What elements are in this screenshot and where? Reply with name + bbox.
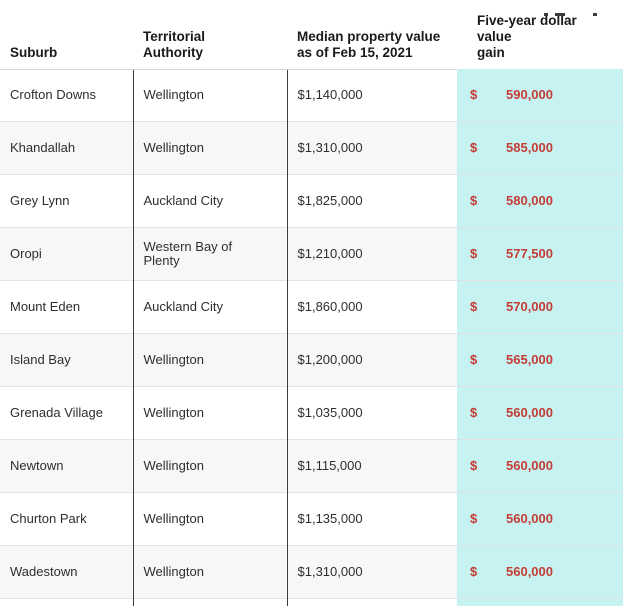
suburb-cell: Khandallah: [0, 121, 133, 175]
territorial-authority-cell: Wellington: [132, 69, 287, 122]
gain-cell: $ 580,000: [457, 174, 623, 228]
currency-symbol: $: [470, 564, 478, 579]
gain-value: $ 565,000: [470, 353, 623, 367]
table-row: Grey Lynn Auckland City $1,825,000 $ 580…: [0, 174, 623, 228]
median-value-cell: $1,115,000: [286, 439, 457, 493]
median-value-cell: $1,210,000: [286, 227, 457, 281]
currency-symbol: $: [470, 405, 478, 420]
gain-amount: 577,500: [506, 246, 553, 261]
table-row: Island Bay Wellington $1,200,000 $ 565,0…: [0, 333, 623, 387]
territorial-authority-cell: Wellington: [132, 121, 287, 175]
territorial-authority-cell: Wellington: [132, 333, 287, 387]
gain-value: $ 577,500: [470, 247, 623, 261]
median-value-cell: $1,135,000: [286, 492, 457, 546]
gain-cell: $ 560,000: [457, 598, 623, 606]
table-row: Oropi Western Bay of Plenty $1,210,000 $…: [0, 227, 623, 281]
currency-symbol: $: [470, 140, 478, 155]
currency-symbol: $: [470, 193, 478, 208]
currency-symbol: $: [470, 458, 478, 473]
gain-value: $ 560,000: [470, 512, 623, 526]
median-value-cell: $1,200,000: [286, 333, 457, 387]
currency-symbol: $: [470, 246, 478, 261]
territorial-authority-cell: Western Bay of Plenty: [132, 227, 287, 281]
median-value-cell: $1,035,000: [286, 386, 457, 440]
suburb-cell: Island Bay: [0, 333, 133, 387]
gain-cell: $ 570,000: [457, 280, 623, 334]
suburb-cell: Grey Lynn: [0, 174, 133, 228]
column-header-median-value: Median property value as of Feb 15, 2021: [287, 0, 457, 70]
gain-value: $ 560,000: [470, 406, 623, 420]
gain-amount: 565,000: [506, 352, 553, 367]
column-header-gain: Five-year dollar value gain: [477, 13, 577, 60]
median-value-cell: $1,310,000: [286, 121, 457, 175]
territorial-authority-cell: Auckland City: [132, 174, 287, 228]
suburb-cell: Churton Park: [0, 492, 133, 546]
gain-amount: 590,000: [506, 87, 553, 102]
gain-value: $ 585,000: [470, 141, 623, 155]
table-row: Churton Park Wellington $1,135,000 $ 560…: [0, 492, 623, 546]
table-header: Suburb Territorial Authority Median prop…: [0, 0, 623, 70]
gain-cell: $ 590,000: [457, 69, 623, 122]
suburb-cell: Newtown: [0, 439, 133, 493]
suburb-cell: Mount Eden: [0, 280, 133, 334]
gain-value: $ 570,000: [470, 300, 623, 314]
gain-amount: 585,000: [506, 140, 553, 155]
gain-cell: $ 560,000: [457, 545, 623, 599]
column-header-territorial-authority: Territorial Authority: [133, 0, 287, 70]
gain-amount: 580,000: [506, 193, 553, 208]
suburb-cell: Crofton Downs: [10, 87, 96, 103]
gain-amount: 560,000: [506, 458, 553, 473]
territorial-authority-cell: Wellington: [132, 545, 287, 599]
table-row: Crofton Downs Wellington $1,140,000 $ 59…: [0, 69, 623, 122]
median-value-cell: $1,860,000: [286, 280, 457, 334]
suburb-cell: Wadestown: [0, 545, 133, 599]
suburb-cell: Grenada Village: [0, 386, 133, 440]
territorial-authority-cell: Auckland City: [132, 280, 287, 334]
currency-symbol: $: [470, 299, 478, 314]
currency-symbol: $: [470, 511, 478, 526]
suburb-cell: Remuera: [0, 598, 133, 606]
gain-cell: $ 560,000: [457, 492, 623, 546]
gain-value: $ 560,000: [470, 459, 623, 473]
table-row: Wadestown Wellington $1,310,000 $ 560,00…: [0, 545, 623, 599]
table-row: Mount Eden Auckland City $1,860,000 $ 57…: [0, 280, 623, 334]
median-value-cell: $1,140,000: [286, 69, 457, 122]
territorial-authority-cell: Auckland City: [132, 598, 287, 606]
header-row: Suburb Territorial Authority Median prop…: [0, 0, 623, 70]
table-body: Crofton Downs Wellington $1,140,000 $ 59…: [0, 69, 623, 606]
table-row: Newtown Wellington $1,115,000 $ 560,000: [0, 439, 623, 493]
table-row: Grenada Village Wellington $1,035,000 $ …: [0, 386, 623, 440]
territorial-authority-cell: Wellington: [132, 492, 287, 546]
column-header-suburb: Suburb: [0, 0, 133, 70]
cropped-content-artifact: [555, 13, 565, 16]
table-row: Khandallah Wellington $1,310,000 $ 585,0…: [0, 121, 623, 175]
territorial-authority-cell: Wellington: [132, 386, 287, 440]
gain-cell: $ 577,500: [457, 227, 623, 281]
table-row: Remuera Auckland City $2,075,000 $ 560,0…: [0, 598, 623, 606]
median-value-cell: $1,825,000: [286, 174, 457, 228]
gain-cell: $ 560,000: [457, 386, 623, 440]
median-value-cell: $2,075,000: [286, 598, 457, 606]
gain-amount: 560,000: [506, 564, 553, 579]
gain-cell: $ 565,000: [457, 333, 623, 387]
gain-cell: $ 560,000: [457, 439, 623, 493]
currency-symbol: $: [470, 352, 478, 367]
gain-amount: 570,000: [506, 299, 553, 314]
currency-symbol: $: [470, 87, 478, 102]
gain-amount: 560,000: [506, 511, 553, 526]
gain-value: $ 590,000: [470, 88, 623, 102]
cropped-content-artifact: [593, 13, 597, 16]
gain-cell: $ 585,000: [457, 121, 623, 175]
median-value-cell: $1,310,000: [286, 545, 457, 599]
gain-value: $ 580,000: [470, 194, 623, 208]
suburb-cell: Oropi: [0, 227, 133, 281]
gain-value: $ 560,000: [470, 565, 623, 579]
gain-amount: 560,000: [506, 405, 553, 420]
territorial-authority-cell: Wellington: [132, 439, 287, 493]
cropped-content-artifact: [544, 13, 548, 16]
